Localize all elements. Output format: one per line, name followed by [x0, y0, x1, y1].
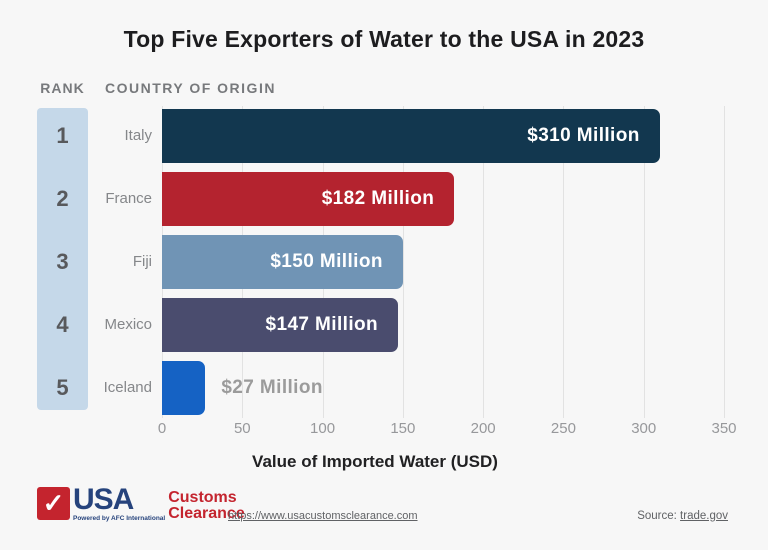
logo-usa-text: USA	[73, 483, 134, 516]
bar-iceland	[162, 361, 206, 415]
rank-number: 1	[56, 123, 69, 148]
x-tick-label: 350	[711, 420, 737, 437]
column-header-rank: RANK	[40, 80, 85, 96]
x-axis-label: Value of Imported Water (USD)	[252, 452, 498, 471]
rank-number: 3	[56, 249, 69, 274]
bar-france: $182 Million	[162, 172, 455, 226]
bar-fiji: $150 Million	[162, 235, 403, 289]
gridline	[483, 106, 485, 418]
website-link[interactable]: https://www.usacustomsclearance.com	[228, 510, 418, 522]
bar-value-label: $150 Million	[270, 251, 383, 272]
table-row: 5 Iceland $27 Million	[0, 361, 768, 415]
source-text: Source: trade.gov	[637, 510, 728, 522]
x-tick-label: 200	[470, 420, 496, 437]
table-row: 1 Italy $310 Million	[0, 109, 768, 163]
country-label: Italy	[124, 127, 152, 144]
x-tick-label: 100	[310, 420, 336, 437]
x-tick-label: 150	[390, 420, 416, 437]
table-row: 3 Fiji $150 Million	[0, 235, 768, 289]
gridline	[643, 106, 645, 418]
x-tick-label: 250	[550, 420, 576, 437]
bar-italy: $310 Million	[162, 109, 660, 163]
rank-number: 4	[56, 312, 69, 337]
x-tick-label: 50	[233, 420, 251, 437]
logo-powered-text: Powered by AFC International	[73, 515, 166, 522]
table-row: 2 France $182 Million	[0, 172, 768, 226]
gridline	[563, 106, 565, 418]
chart-title: Top Five Exporters of Water to the USA i…	[123, 26, 645, 52]
country-label: Fiji	[132, 253, 152, 270]
column-header-country: COUNTRY OF ORIGIN	[105, 80, 276, 96]
source-link[interactable]: trade.gov	[680, 510, 728, 522]
x-tick-label: 300	[631, 420, 657, 437]
gridline	[724, 106, 725, 418]
rank-number: 5	[56, 375, 69, 400]
bar-value-label: $182 Million	[321, 188, 435, 209]
rank-number: 2	[56, 186, 69, 211]
source-prefix: Source:	[637, 510, 677, 522]
logo-clearance-text: Clearance	[168, 505, 245, 522]
logo-customs-text: Customs	[168, 489, 237, 506]
country-label: Mexico	[104, 316, 152, 333]
bar-mexico: $147 Million	[162, 298, 399, 352]
usa-customs-clearance-logo: ✓ USA Powered by AFC International Custo…	[37, 485, 245, 522]
country-label: France	[105, 190, 152, 207]
gridline	[402, 106, 404, 418]
country-label: Iceland	[103, 379, 152, 396]
table-row: 4 Mexico $147 Million	[0, 298, 768, 352]
checkmark-icon: ✓	[37, 487, 70, 520]
bar-value-label: $27 Million	[221, 377, 323, 398]
rank-column-background	[37, 108, 88, 410]
x-tick-label: 0	[157, 420, 167, 437]
bar-value-label: $310 Million	[527, 125, 640, 146]
bar-value-label: $147 Million	[265, 314, 379, 335]
